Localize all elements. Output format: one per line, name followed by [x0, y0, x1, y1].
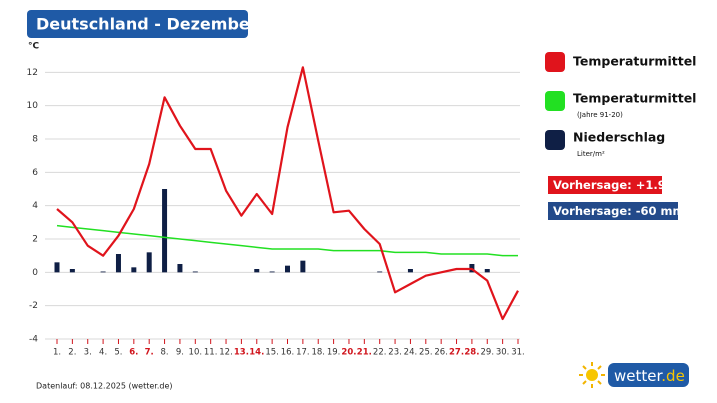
bar	[269, 271, 275, 273]
x-tick-label: 21.	[357, 348, 372, 358]
x-tick-label: 2.	[68, 348, 76, 358]
bar	[484, 269, 490, 273]
sun	[586, 369, 598, 381]
bar	[177, 264, 183, 273]
bar	[285, 265, 290, 273]
annotation: Vorhersage: +1.9°	[553, 178, 672, 192]
footer: Datenlauf: 08.12.2025 (wetter.de)	[36, 382, 173, 391]
x-tick-label: 30.	[496, 348, 510, 358]
y-tick-label: -4	[29, 335, 38, 345]
x-tick-label: 31.	[511, 348, 525, 358]
legend-swatch	[545, 52, 565, 72]
x-tick-label: 19.	[327, 348, 341, 358]
x-tick-label: 25.	[419, 348, 433, 358]
line	[56, 224, 518, 257]
x-tick-label: 10.	[189, 348, 203, 358]
legend-swatch	[545, 130, 565, 150]
legend-note: (Jahre 91-20)	[577, 111, 623, 119]
y-tick-label: -2	[29, 301, 38, 311]
logo-box	[608, 363, 689, 387]
logo-word: wetter	[614, 367, 663, 385]
bar	[100, 271, 106, 273]
x-tick-label: 7.	[145, 348, 154, 358]
x-tick-label: 28.	[464, 348, 479, 358]
x-tick-label: 1.	[53, 348, 61, 358]
annotation: Vorhersage: -60 mm	[553, 204, 685, 218]
x-tick-label: 22.	[373, 348, 387, 358]
x-tick-label: 5.	[114, 348, 122, 358]
bar	[69, 269, 75, 273]
x-tick-label: 9.	[176, 348, 184, 358]
x-tick-label: 14.	[249, 348, 264, 358]
x-tick-label: 8.	[161, 348, 169, 358]
x-tick-label: 4.	[99, 348, 107, 358]
legend-note: Liter/m²	[577, 150, 605, 158]
sun-icon	[579, 362, 605, 388]
bar	[54, 262, 60, 273]
y-tick-label: 8	[32, 135, 38, 145]
bar	[162, 189, 168, 273]
bar	[192, 271, 198, 273]
y-tick-label: 0	[32, 268, 38, 278]
x-tick-label: 26.	[434, 348, 448, 358]
logo-suffix: .de	[661, 367, 685, 385]
legend-label: Temperaturmittel	[573, 54, 696, 69]
x-tick-label: 3.	[84, 348, 92, 358]
x-tick-label: 12.	[219, 348, 233, 358]
x-tick-label: 29.	[481, 348, 495, 358]
bar	[377, 271, 383, 273]
x-tick-label: 20.	[341, 348, 356, 358]
title-box	[27, 10, 248, 38]
bar	[115, 254, 121, 273]
x-tick-label: 27.	[449, 348, 464, 358]
bar	[131, 267, 137, 273]
x-tick-label: 16.	[281, 348, 295, 358]
y-tick-label: 6	[32, 168, 38, 178]
bar	[146, 252, 152, 273]
line	[56, 66, 519, 321]
legend-swatch	[545, 91, 565, 111]
x-tick-label: 15.	[265, 348, 279, 358]
annotation-box	[548, 176, 662, 194]
bar	[254, 269, 260, 273]
x-tick-label: 17.	[296, 348, 310, 358]
x-tick-label: 11.	[204, 348, 218, 358]
y-tick-label: 4	[32, 201, 38, 211]
y-tick-label: 2	[32, 235, 38, 245]
bar	[407, 269, 413, 273]
chart-title: Deutschland - Dezember	[36, 15, 258, 34]
legend-label: Temperaturmittel	[573, 91, 696, 106]
x-tick-label: 6.	[129, 348, 138, 358]
x-tick-label: 23.	[388, 348, 402, 358]
y-tick-label: 10	[27, 101, 39, 111]
bar	[300, 260, 306, 273]
logo: wetter.de	[579, 362, 689, 388]
logo-text: wetter.de	[614, 367, 685, 385]
y-tick-label: 12	[27, 68, 38, 78]
legend-label: Niederschlag	[573, 130, 665, 145]
x-tick-label: 13.	[234, 348, 249, 358]
y-axis-label: °C	[28, 42, 40, 52]
annotation-box	[548, 202, 678, 220]
x-tick-label: 24.	[404, 348, 418, 358]
x-tick-label: 18.	[311, 348, 325, 358]
